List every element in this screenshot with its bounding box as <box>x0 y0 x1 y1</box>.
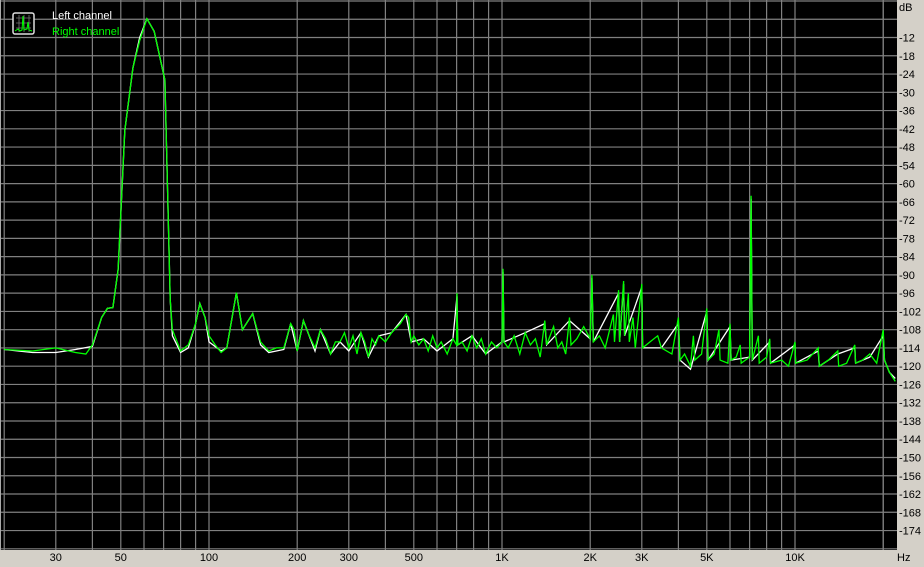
y-axis-unit: dB <box>899 2 912 14</box>
y-tick-label: -168 <box>899 507 921 519</box>
y-tick-label: -144 <box>899 434 921 446</box>
y-tick-label: -60 <box>899 179 915 191</box>
y-tick-label: -108 <box>899 325 921 337</box>
series-lines <box>4 17 896 382</box>
y-axis: -12 -18 -24 -30 -36 -42 -48 -54 -60 -66 -72 -78 -84 -… <box>899 33 921 538</box>
y-tick-label: -102 <box>899 306 921 318</box>
x-axis: 30 50 100 200 300 500 1K 2K 3K 5K 10K <box>50 552 806 564</box>
legend-right-channel: Right channel <box>52 26 119 38</box>
y-tick-label: -126 <box>899 379 921 391</box>
x-tick-label: 1K <box>495 552 509 564</box>
x-tick-label: 2K <box>583 552 597 564</box>
y-tick-label: -162 <box>899 489 921 501</box>
y-tick-label: -174 <box>899 526 921 538</box>
y-tick-label: -54 <box>899 160 915 172</box>
legend-left-channel: Left channel <box>52 10 112 22</box>
y-tick-label: -66 <box>899 197 915 209</box>
x-axis-unit: Hz <box>897 552 910 564</box>
x-tick-label: 100 <box>200 552 218 564</box>
y-tick-label: -78 <box>899 233 915 245</box>
y-tick-label: -12 <box>899 33 915 45</box>
x-tick-label: 500 <box>405 552 423 564</box>
x-tick-label: 30 <box>50 552 62 564</box>
x-tick-label: 200 <box>288 552 306 564</box>
x-tick-label: 50 <box>115 552 127 564</box>
series-line-right <box>4 17 896 382</box>
y-tick-label: -156 <box>899 471 921 483</box>
y-tick-label: -24 <box>899 69 915 81</box>
y-tick-label: -30 <box>899 87 915 99</box>
y-tick-label: -84 <box>899 252 915 264</box>
x-tick-label: 3K <box>635 552 649 564</box>
y-tick-label: -72 <box>899 215 915 227</box>
y-tick-label: -96 <box>899 288 915 300</box>
x-tick-label: 300 <box>340 552 358 564</box>
y-tick-label: -150 <box>899 453 921 465</box>
y-tick-label: -138 <box>899 416 921 428</box>
y-tick-label: -42 <box>899 124 915 136</box>
y-tick-label: -114 <box>899 343 920 355</box>
y-tick-label: -132 <box>899 398 921 410</box>
y-tick-label: -120 <box>899 361 921 373</box>
x-tick-label: 5K <box>700 552 714 564</box>
y-tick-label: -18 <box>899 51 915 63</box>
legend: Left channel Right channel <box>12 10 119 38</box>
legend-icon <box>12 12 35 35</box>
y-tick-label: -36 <box>899 106 915 118</box>
y-tick-label: -90 <box>899 270 915 282</box>
x-tick-label: 10K <box>785 552 805 564</box>
grid <box>0 0 897 550</box>
y-tick-label: -48 <box>899 142 915 154</box>
